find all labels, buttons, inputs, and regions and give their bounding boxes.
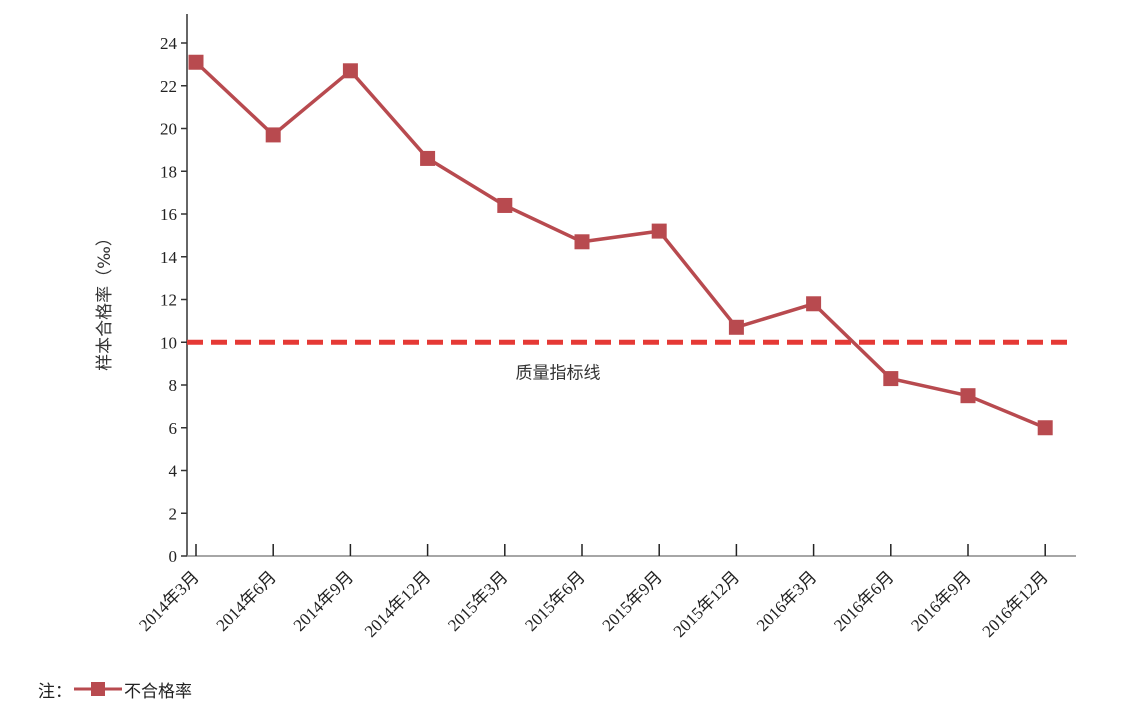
y-tick-label: 14 bbox=[160, 248, 178, 267]
y-tick-label: 0 bbox=[169, 547, 178, 566]
data-point bbox=[188, 54, 204, 70]
x-tick-label: 2014年12月 bbox=[361, 567, 435, 641]
data-point bbox=[651, 223, 667, 239]
x-tick-label: 2014年6月 bbox=[212, 567, 280, 635]
quality-indicator-label: 质量指标线 bbox=[516, 363, 601, 383]
data-point bbox=[342, 63, 358, 79]
x-axis: 2014年3月 2014年6月 2014年9月 2014年12月 2015年3月 2015… bbox=[135, 544, 1076, 641]
x-tick-label: 2016年9月 bbox=[907, 567, 975, 635]
series-line bbox=[194, 60, 1046, 430]
x-tick-label: 2015年9月 bbox=[598, 567, 666, 635]
x-tick-label: 2015年6月 bbox=[521, 567, 589, 635]
data-point bbox=[1037, 420, 1053, 436]
series-group bbox=[188, 54, 1053, 436]
y-tick-label: 10 bbox=[160, 333, 177, 352]
x-tick-label: 2014年9月 bbox=[290, 567, 358, 635]
data-point bbox=[728, 319, 744, 335]
y-tick-label: 6 bbox=[169, 419, 178, 438]
legend-prefix: 注： bbox=[38, 681, 72, 702]
x-tick-label: 2016年6月 bbox=[830, 567, 898, 635]
x-tick-label: 2014年3月 bbox=[135, 567, 203, 635]
y-tick-label: 2 bbox=[169, 504, 178, 523]
data-point bbox=[497, 197, 513, 213]
data-point bbox=[883, 371, 899, 387]
y-axis-title: 样本合格率（‰） bbox=[95, 229, 115, 371]
x-tick-label: 2016年3月 bbox=[753, 567, 821, 635]
data-point bbox=[265, 127, 281, 143]
legend-label: 不合格率 bbox=[124, 681, 192, 702]
x-tick-label: 2016年12月 bbox=[978, 567, 1052, 641]
y-tick-label: 22 bbox=[160, 77, 177, 96]
legend: 注： 不合格率 bbox=[38, 676, 192, 702]
y-tick-label: 20 bbox=[160, 120, 177, 139]
x-tick-label: 2015年12月 bbox=[670, 567, 744, 641]
data-point bbox=[420, 150, 436, 166]
data-point bbox=[806, 296, 822, 312]
y-tick-label: 4 bbox=[169, 462, 178, 481]
data-point bbox=[574, 234, 590, 250]
y-tick-label: 8 bbox=[169, 376, 178, 395]
x-tick-label: 2015年3月 bbox=[444, 567, 512, 635]
data-point bbox=[960, 388, 976, 404]
y-tick-label: 16 bbox=[160, 205, 177, 224]
reference-line-group: 质量指标线 bbox=[187, 339, 1074, 383]
y-tick-label: 18 bbox=[160, 162, 177, 181]
y-tick-label: 12 bbox=[160, 291, 177, 310]
y-tick-label: 24 bbox=[160, 34, 178, 53]
legend-swatch bbox=[74, 682, 122, 696]
